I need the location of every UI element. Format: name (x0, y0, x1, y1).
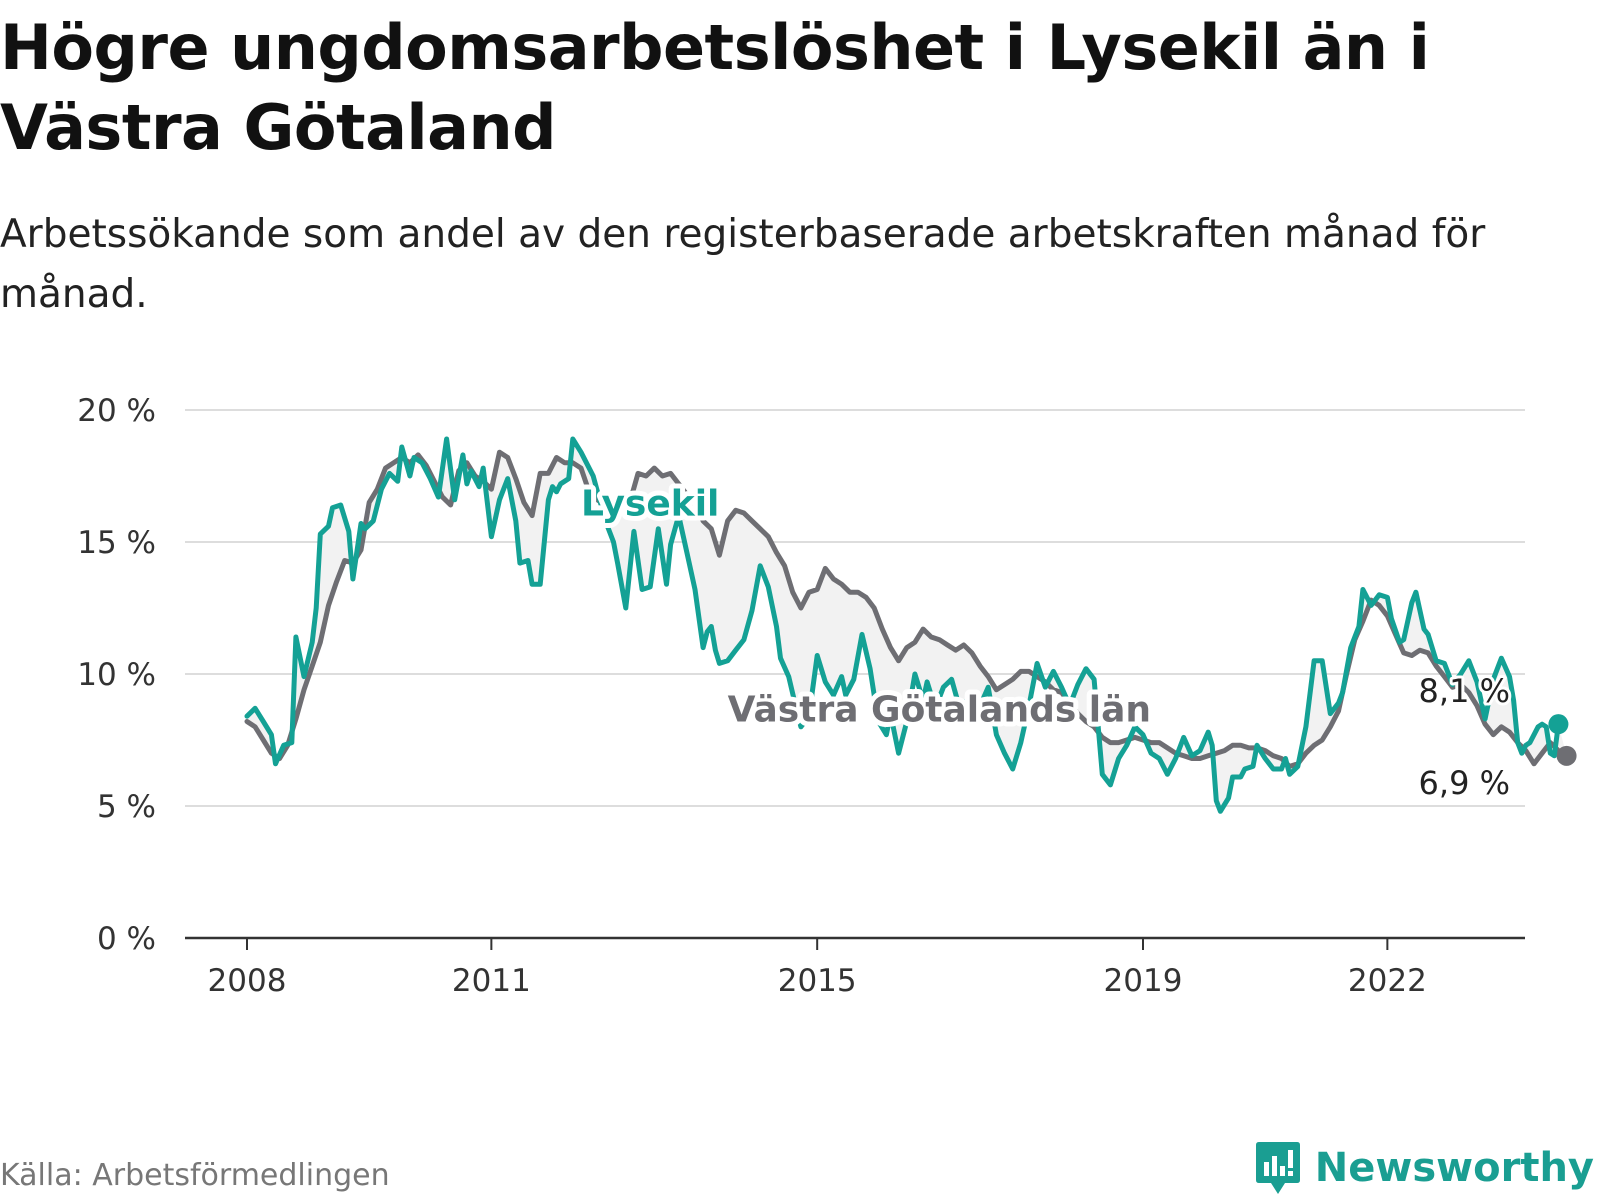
line-chart: 0 % 5 % 10 % 15 % 20 % 2008 2011 2015 2019 2022 L… (77, 393, 1577, 999)
lysekil-label: Lysekil (581, 484, 719, 525)
y-tick-label: 0 % (97, 921, 156, 957)
difference-area (247, 439, 1567, 812)
x-tick-label: 2022 (1348, 963, 1427, 999)
chart-subtitle: Arbetssökande som andel av den registerb… (0, 212, 1486, 317)
x-tick-label: 2008 (208, 963, 287, 999)
x-tick-label: 2015 (778, 963, 857, 999)
source-note: Källa: Arbetsförmedlingen (0, 1158, 390, 1193)
x-tick-label: 2011 (452, 963, 531, 999)
series-labels: Lysekil Västra Götalands län 8,1 % 6,9 % (576, 479, 1513, 805)
y-tick-label: 15 % (77, 525, 156, 561)
brand-logo[interactable]: Newsworthy (1255, 1140, 1594, 1196)
lysekil-line-end-point (1548, 714, 1569, 735)
vastra-gotaland-end-value-label: 6,9 % (1419, 764, 1510, 802)
difference-area-fill (247, 439, 1567, 812)
gridlines (185, 409, 1525, 807)
chart-title: Högre ungdomsarbetslöshet i Lysekil än i… (0, 11, 1430, 164)
y-tick-label: 10 % (77, 657, 156, 693)
y-tick-label: 20 % (77, 393, 156, 429)
newsworthy-logo-icon (1255, 1142, 1300, 1194)
vastra-gotaland-line-end-point (1556, 745, 1577, 766)
axes: 0 % 5 % 10 % 15 % 20 % 2008 2011 2015 2019 2022 (77, 393, 1525, 999)
brand-name: Newsworthy (1314, 1145, 1594, 1191)
lysekil-line (244, 436, 1561, 814)
y-tick-label: 5 % (97, 789, 156, 825)
vastra-gotaland-label: Västra Götalands län (728, 690, 1151, 731)
x-tick-label: 2019 (1104, 963, 1183, 999)
lysekil-end-value-label: 8,1 % (1419, 672, 1510, 710)
series-lines (244, 436, 1577, 814)
